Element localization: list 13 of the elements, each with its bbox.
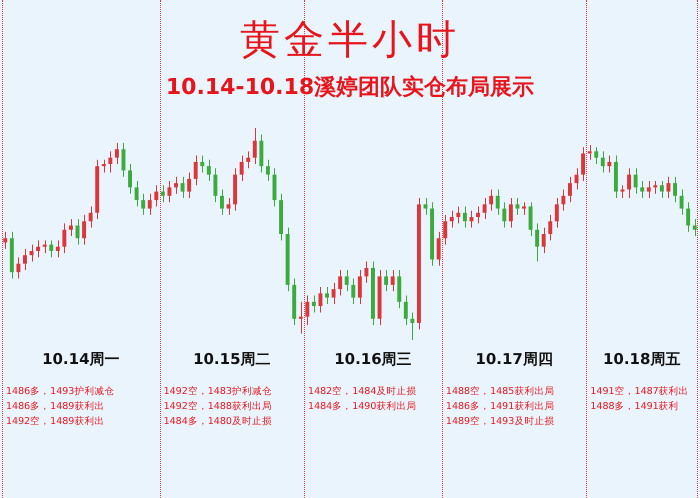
text: 1492空，1483护利减仓 1492空，1488获利出局 1484多，1480及时止损 xyxy=(164,385,272,429)
text: 1488空，1485获利出局 1486多，1491获利出局 1489空，1493及时止损 xyxy=(446,385,554,429)
text: 1486多，1493护利减仓 1486多，1489获利出 1492空，1489获利出 xyxy=(6,385,114,429)
candlestick xyxy=(653,180,658,194)
text: 10.18周五 xyxy=(602,350,682,369)
text: 10.15周二 xyxy=(192,350,272,369)
text: 10.14周一 xyxy=(41,350,121,369)
text: 10.17周四 xyxy=(474,350,554,369)
chart-subtitle: 10.14-10.18溪婷团队实仓布局展示 xyxy=(164,74,536,102)
text: 1491空，1487获利出 1488多，1491获利 xyxy=(590,385,689,414)
chart-title: 黄金半小时 xyxy=(239,16,461,65)
text: 1482空，1484及时止损 1484多，1490获利出局 xyxy=(308,385,416,414)
text: 10.16周三 xyxy=(333,350,413,369)
